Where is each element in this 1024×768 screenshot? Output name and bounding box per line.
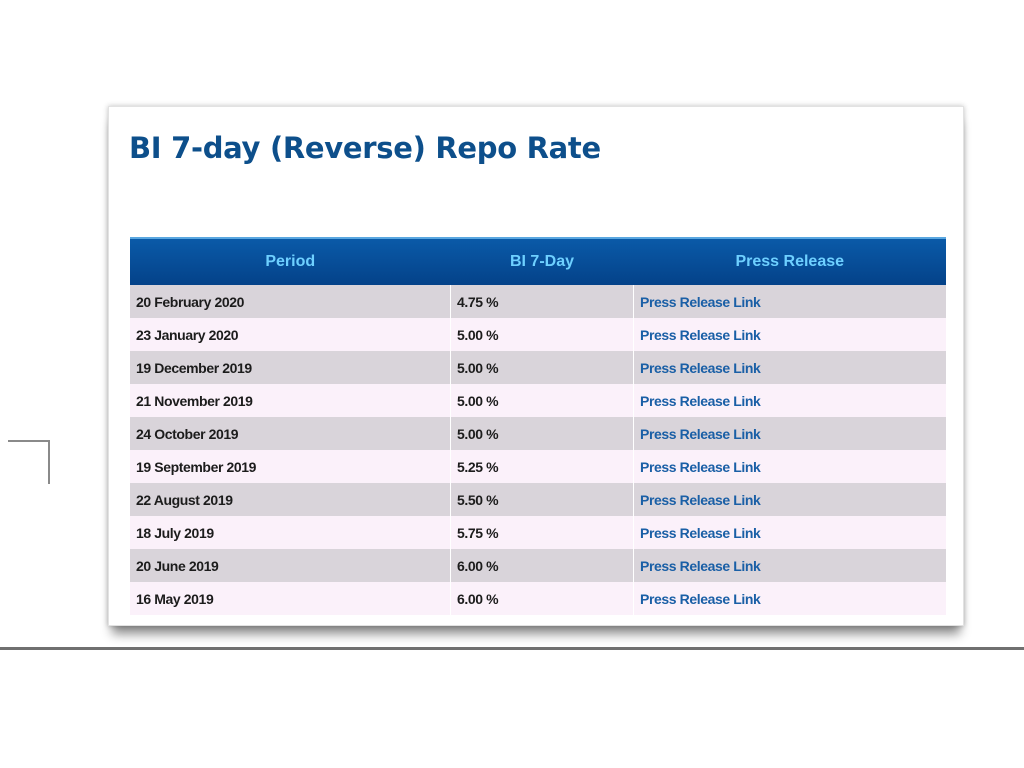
period-cell: 23 January 2020 [130,318,451,351]
rate-card: BI 7-day (Reverse) Repo Rate Period BI 7… [108,106,964,626]
press-release-link[interactable]: Press Release Link [640,326,761,343]
period-cell: 20 June 2019 [130,549,451,582]
rates-table: Period BI 7-Day Press Release 20 Februar… [130,237,946,615]
press-release-link[interactable]: Press Release Link [640,458,761,475]
header-press-release: Press Release [633,237,946,285]
press-cell: Press Release Link [633,384,946,417]
table-row: 16 May 2019 6.00 % Press Release Link [130,582,946,615]
press-release-link[interactable]: Press Release Link [640,293,761,310]
table-row: 24 October 2019 5.00 % Press Release Lin… [130,417,946,450]
table-row: 18 July 2019 5.75 % Press Release Link [130,516,946,549]
rate-cell: 5.50 % [450,483,634,516]
press-release-link[interactable]: Press Release Link [640,425,761,442]
press-cell: Press Release Link [633,285,946,318]
rate-cell: 4.75 % [450,285,634,318]
table-row: 20 June 2019 6.00 % Press Release Link [130,549,946,582]
rate-cell: 6.00 % [450,549,634,582]
press-cell: Press Release Link [633,483,946,516]
period-cell: 19 December 2019 [130,351,451,384]
period-cell: 22 August 2019 [130,483,451,516]
rate-cell: 5.00 % [450,384,634,417]
period-cell: 21 November 2019 [130,384,451,417]
press-cell: Press Release Link [633,417,946,450]
rate-cell: 5.00 % [450,318,634,351]
header-rate: BI 7-Day [450,237,634,285]
corner-mark [8,440,50,484]
rate-cell: 6.00 % [450,582,634,615]
period-cell: 24 October 2019 [130,417,451,450]
press-cell: Press Release Link [633,549,946,582]
press-cell: Press Release Link [633,450,946,483]
press-release-link[interactable]: Press Release Link [640,524,761,541]
table-row: 21 November 2019 5.00 % Press Release Li… [130,384,946,417]
rate-cell: 5.25 % [450,450,634,483]
press-cell: Press Release Link [633,516,946,549]
press-release-link[interactable]: Press Release Link [640,491,761,508]
period-cell: 20 February 2020 [130,285,451,318]
press-cell: Press Release Link [633,351,946,384]
period-cell: 18 July 2019 [130,516,451,549]
table-row: 19 December 2019 5.00 % Press Release Li… [130,351,946,384]
press-release-link[interactable]: Press Release Link [640,590,761,607]
table-row: 19 September 2019 5.25 % Press Release L… [130,450,946,483]
table-header-row: Period BI 7-Day Press Release [130,237,946,285]
period-cell: 19 September 2019 [130,450,451,483]
press-release-link[interactable]: Press Release Link [640,392,761,409]
table-row: 20 February 2020 4.75 % Press Release Li… [130,285,946,318]
divider-line [0,647,1024,650]
table-row: 22 August 2019 5.50 % Press Release Link [130,483,946,516]
press-release-link[interactable]: Press Release Link [640,557,761,574]
table-row: 23 January 2020 5.00 % Press Release Lin… [130,318,946,351]
rate-cell: 5.75 % [450,516,634,549]
press-release-link[interactable]: Press Release Link [640,359,761,376]
press-cell: Press Release Link [633,318,946,351]
press-cell: Press Release Link [633,582,946,615]
period-cell: 16 May 2019 [130,582,451,615]
page-title: BI 7-day (Reverse) Repo Rate [129,131,601,165]
header-period: Period [130,237,451,285]
rate-cell: 5.00 % [450,351,634,384]
rate-cell: 5.00 % [450,417,634,450]
